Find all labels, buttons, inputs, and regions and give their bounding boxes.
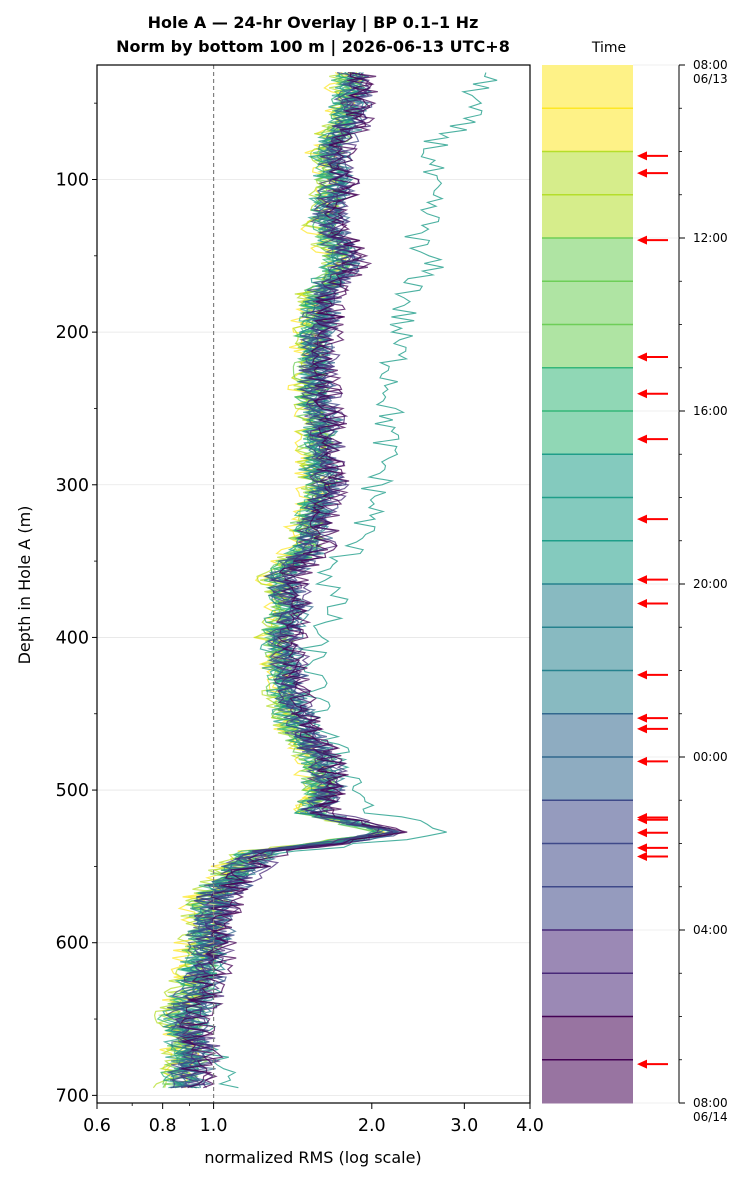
event-arrow-head bbox=[637, 389, 647, 399]
event-arrow-head bbox=[637, 724, 647, 734]
colorbar-tick-label: 08:00 bbox=[693, 58, 728, 72]
chart-subtitle: Norm by bottom 100 m | 2026-06-13 UTC+8 bbox=[116, 37, 510, 57]
series-line bbox=[167, 72, 385, 1088]
colorbar-tick-label: 12:00 bbox=[693, 231, 728, 245]
y-tick-label: 300 bbox=[56, 476, 89, 496]
colorbar-band bbox=[542, 151, 633, 196]
colorbar-band bbox=[542, 497, 633, 542]
colorbar-band bbox=[542, 194, 633, 239]
y-tick-label: 700 bbox=[56, 1086, 89, 1106]
colorbar-band bbox=[542, 973, 633, 1017]
colorbar-band bbox=[542, 108, 633, 152]
event-arrow-head bbox=[637, 434, 647, 444]
colorbar-band bbox=[542, 65, 633, 109]
colorbar-band bbox=[542, 757, 633, 801]
event-arrow-head bbox=[637, 598, 647, 608]
x-tick-label: 1.0 bbox=[200, 1116, 228, 1136]
colorbar-band bbox=[542, 281, 633, 325]
event-arrow-head bbox=[637, 575, 647, 585]
y-axis-ticks: 100 200 300 400 500 600 700 bbox=[56, 102, 97, 1106]
event-arrow-head bbox=[637, 713, 647, 723]
x-tick-label: 0.6 bbox=[83, 1116, 111, 1136]
colorbar-band bbox=[542, 540, 633, 585]
colorbar: 08:0006/1312:0016:0020:0000:0004:0008:00… bbox=[542, 58, 728, 1124]
colorbar-band bbox=[542, 238, 633, 282]
colorbar-band bbox=[542, 1016, 633, 1061]
colorbar-band bbox=[542, 1059, 633, 1104]
colorbar-band bbox=[542, 713, 633, 758]
event-arrow-head bbox=[637, 168, 647, 178]
plot-frame bbox=[96, 64, 531, 1104]
series-line bbox=[178, 72, 406, 1089]
colorbar-band bbox=[542, 800, 633, 844]
series-lines bbox=[152, 72, 498, 1089]
event-arrow-head bbox=[637, 352, 647, 362]
event-arrow-head bbox=[637, 756, 647, 766]
colorbar-band bbox=[542, 627, 633, 671]
x-tick-label: 4.0 bbox=[516, 1116, 544, 1136]
colorbar-tick-label: 00:00 bbox=[693, 750, 728, 764]
colorbar-band bbox=[542, 584, 633, 628]
event-arrow-head bbox=[637, 851, 647, 861]
colorbar-tick-label: 20:00 bbox=[693, 577, 728, 591]
colorbar-band bbox=[542, 324, 633, 369]
y-tick-label: 100 bbox=[56, 170, 89, 190]
colorbar-band bbox=[542, 843, 633, 888]
y-tick-label: 200 bbox=[56, 323, 89, 343]
colorbar-tick-label: 04:00 bbox=[693, 923, 728, 937]
event-arrow-head bbox=[637, 828, 647, 838]
colorbar-title: Time bbox=[591, 40, 626, 56]
y-tick-label: 600 bbox=[56, 934, 89, 954]
event-arrow-head bbox=[637, 1059, 647, 1069]
event-arrow-head bbox=[637, 514, 647, 524]
series-line bbox=[165, 72, 398, 1089]
chart-title: Hole A — 24-hr Overlay | BP 0.1–1 Hz bbox=[148, 13, 479, 33]
colorbar-band bbox=[542, 367, 633, 412]
event-arrow-head bbox=[637, 815, 647, 825]
colorbar-tick-date: 06/14 bbox=[693, 1110, 728, 1124]
event-arrow-head bbox=[637, 843, 647, 853]
plot-area: 0.6 0.8 1.0 2.0 3.0 4.0 100 200 300 400 500 600 700 bbox=[56, 64, 544, 1136]
colorbar-band bbox=[542, 411, 633, 455]
colorbar-tick-label: 16:00 bbox=[693, 404, 728, 418]
colorbar-band bbox=[542, 886, 633, 931]
x-tick-label: 0.8 bbox=[149, 1116, 177, 1136]
y-tick-label: 500 bbox=[56, 781, 89, 801]
x-axis-label: normalized RMS (log scale) bbox=[204, 1148, 421, 1167]
colorbar-band bbox=[542, 670, 633, 715]
x-tick-label: 2.0 bbox=[358, 1116, 386, 1136]
colorbar-tick-label: 08:00 bbox=[693, 1096, 728, 1110]
event-arrow-head bbox=[637, 235, 647, 245]
y-tick-label: 400 bbox=[56, 628, 89, 648]
x-tick-label: 3.0 bbox=[450, 1116, 478, 1136]
event-arrow-head bbox=[637, 151, 647, 161]
y-axis-label: Depth in Hole A (m) bbox=[15, 506, 34, 665]
event-arrow-head bbox=[637, 670, 647, 680]
x-axis-ticks: 0.6 0.8 1.0 2.0 3.0 4.0 bbox=[83, 1103, 544, 1136]
colorbar-band bbox=[542, 454, 633, 498]
colorbar-band bbox=[542, 930, 633, 974]
colorbar-tick-date: 06/13 bbox=[693, 72, 728, 86]
